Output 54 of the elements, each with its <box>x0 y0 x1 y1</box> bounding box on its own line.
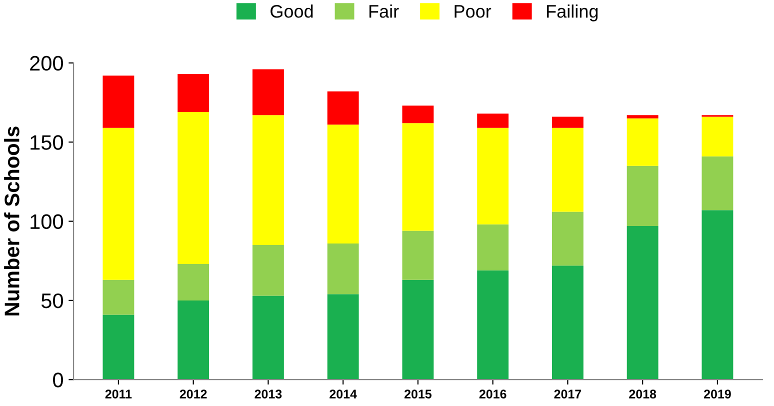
bar <box>626 115 658 118</box>
bar <box>402 106 434 124</box>
bar <box>178 300 210 380</box>
bar <box>252 115 284 246</box>
legend-label: Failing <box>547 4 598 22</box>
y-tick-label: 0 <box>53 372 63 388</box>
y-axis-title: Number of Schools <box>4 126 20 316</box>
x-tick-label: 2017 <box>554 390 582 399</box>
bar <box>477 224 509 270</box>
bar <box>626 166 658 226</box>
bar <box>102 280 134 315</box>
bar <box>402 280 434 380</box>
y-tick-label: 100 <box>30 214 63 230</box>
x-tick-label: 2013 <box>254 390 282 399</box>
bar <box>626 118 658 166</box>
x-tick-label: 2016 <box>479 390 506 399</box>
bar <box>552 212 584 266</box>
legend-label: Good <box>270 4 313 18</box>
x-tick-label: 2019 <box>704 390 731 399</box>
bar <box>477 114 509 128</box>
y-tick-label: 50 <box>41 293 63 308</box>
bar <box>702 210 734 380</box>
y-tick-label: 200 <box>30 56 63 71</box>
bar <box>702 116 734 156</box>
bar <box>252 296 284 380</box>
bar <box>402 123 434 231</box>
bar <box>252 69 284 116</box>
bar <box>477 270 509 380</box>
bar <box>178 112 210 264</box>
bar <box>552 116 584 128</box>
bar <box>552 128 584 212</box>
x-tick-label: 2018 <box>629 390 656 399</box>
bar <box>327 91 359 125</box>
bar <box>552 266 584 380</box>
legend-label: Fair <box>369 4 399 18</box>
legend-label: Poor <box>454 5 492 18</box>
bar <box>102 76 134 128</box>
x-tick-label: 2011 <box>105 390 132 399</box>
bar <box>402 230 434 280</box>
bar <box>477 128 509 224</box>
bar <box>327 124 359 244</box>
y-tick-label: 150 <box>30 135 63 150</box>
bar <box>102 314 134 380</box>
bar <box>327 243 359 294</box>
bar <box>252 245 284 296</box>
bar <box>327 294 359 380</box>
bar <box>178 264 210 300</box>
x-tick-label: 2012 <box>180 390 207 399</box>
x-tick-label: 2014 <box>330 390 357 399</box>
x-tick-label: 2015 <box>404 390 432 399</box>
bar <box>626 226 658 380</box>
bar <box>102 128 134 280</box>
bar <box>702 156 734 210</box>
bar <box>178 74 210 112</box>
